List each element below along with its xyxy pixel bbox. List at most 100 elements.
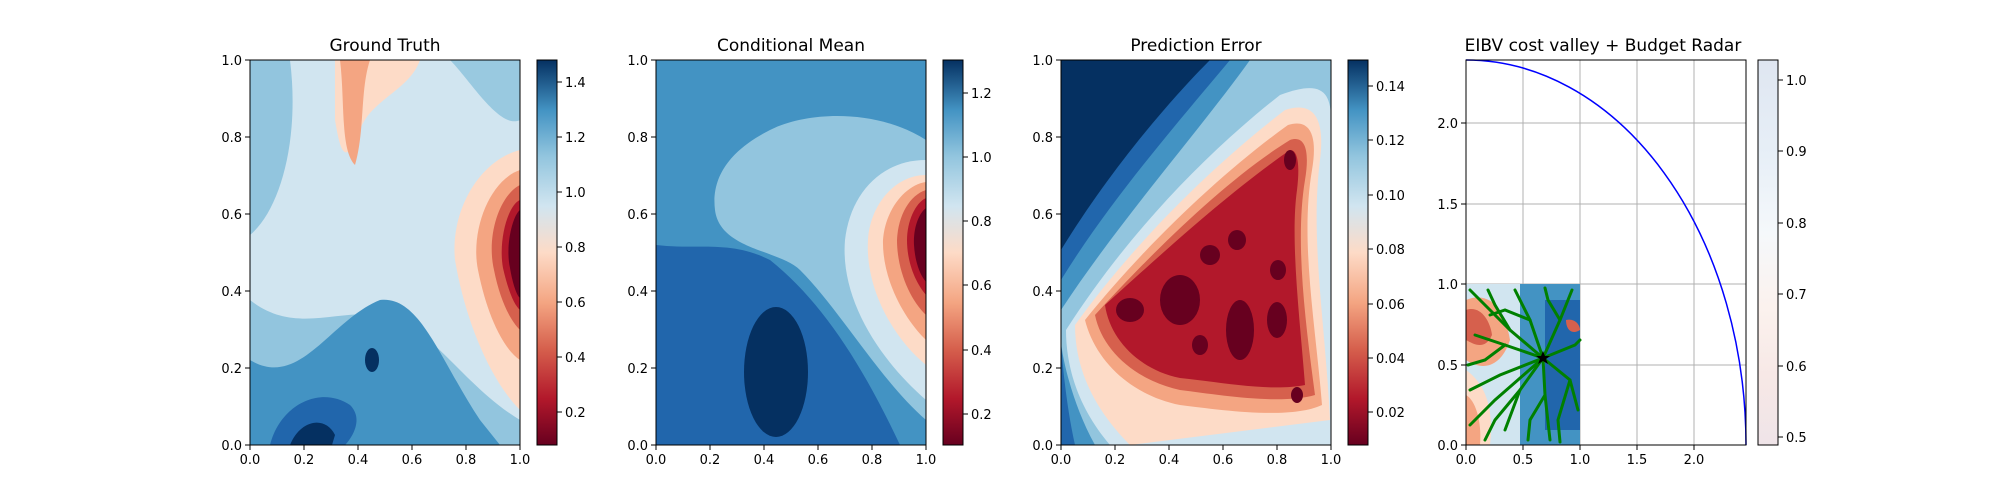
colorbar-tick-label: 1.2: [971, 87, 992, 102]
colorbar-tick-label: 1.4: [565, 76, 586, 91]
y-tick-label: 2.0: [1437, 117, 1458, 132]
x-tick-label: 1.0: [1321, 453, 1342, 468]
x-tick-label: 1.5: [1627, 453, 1648, 468]
plot-frame: [1060, 59, 1332, 446]
colorbar-tick-label: 0.14: [1376, 80, 1405, 95]
y-tick-label: 0.5: [1437, 359, 1458, 374]
y-axis: 0.0 0.2 0.4 0.6 0.8 1.0: [627, 54, 656, 454]
y-tick-label: 0.0: [221, 439, 242, 454]
x-axis: 0.0 0.2 0.4 0.6 0.8 1.0: [646, 445, 937, 468]
colorbar: 0.2 0.4 0.6 0.8 1.0 1.2: [942, 59, 992, 446]
x-tick-label: 0.2: [294, 453, 315, 468]
panel-title: EIBV cost valley + Budget Radar: [1465, 36, 1742, 56]
x-tick-label: 1.0: [510, 453, 531, 468]
colorbar-tick-label: 0.06: [1376, 298, 1405, 313]
y-tick-label: 0.6: [627, 208, 648, 223]
panel-ground-truth: Ground Truth 0.0 0.2 0.4 0.6 0.8 1.0: [221, 36, 585, 468]
y-tick-label: 0.6: [221, 208, 242, 223]
y-tick-label: 0.0: [1032, 439, 1053, 454]
colorbar-tick-label: 0.7: [1786, 288, 1807, 303]
panel-title: Conditional Mean: [717, 36, 865, 56]
colorbar-tick-label: 0.02: [1376, 406, 1405, 421]
x-tick-label: 0.0: [646, 453, 667, 468]
x-tick-label: 0.4: [754, 453, 775, 468]
x-axis: 0.0 0.5 1.0 1.5 2.0: [1456, 445, 1705, 468]
x-tick-label: 0.4: [1159, 453, 1180, 468]
colorbar-tick-label: 0.6: [971, 279, 992, 294]
x-axis: 0.0 0.2 0.4 0.6 0.8 1.0: [1051, 445, 1342, 468]
colorbar: 0.5 0.6 0.7 0.8 0.9 1.0: [1757, 59, 1807, 446]
colorbar-tick-label: 0.2: [971, 408, 992, 423]
y-tick-label: 0.8: [1032, 131, 1053, 146]
colorbar-tick-label: 0.8: [565, 241, 586, 256]
colorbar-tick-label: 0.08: [1376, 243, 1405, 258]
colorbar: 0.02 0.04 0.06 0.08 0.10 0.12 0.14: [1347, 59, 1405, 446]
heatmap-field: [656, 60, 926, 445]
colorbar-tick-label: 0.6: [565, 296, 586, 311]
colorbar-tick-label: 0.6: [1786, 360, 1807, 375]
budget-radar-arc: [1465, 59, 1747, 446]
y-axis: 0.0 0.5 1.0 1.5 2.0: [1437, 117, 1466, 454]
current-location-marker: [1536, 351, 1550, 364]
x-tick-label: 0.8: [456, 453, 477, 468]
x-tick-label: 0.0: [1456, 453, 1477, 468]
plot-frame: [1465, 59, 1747, 446]
panel-title: Prediction Error: [1130, 36, 1261, 56]
y-tick-label: 1.0: [1032, 54, 1053, 69]
colorbar-tick-label: 0.9: [1786, 145, 1807, 160]
colorbar-tick-label: 0.4: [565, 351, 586, 366]
y-tick-label: 0.6: [1032, 208, 1053, 223]
x-tick-label: 1.0: [1570, 453, 1591, 468]
y-tick-label: 0.4: [627, 285, 648, 300]
y-axis: 0.0 0.2 0.4 0.6 0.8 1.0: [221, 54, 250, 454]
y-tick-label: 0.2: [627, 362, 648, 377]
rrt-path-tree: [1466, 286, 1582, 444]
x-tick-label: 0.8: [862, 453, 883, 468]
x-tick-label: 1.0: [916, 453, 937, 468]
colorbar-tick-label: 1.0: [565, 186, 586, 201]
x-tick-label: 0.2: [1105, 453, 1126, 468]
panel-conditional-mean: Conditional Mean 0.0 0.2 0.4 0.6 0.8 1.0…: [627, 36, 991, 468]
y-tick-label: 1.0: [221, 54, 242, 69]
panel-prediction-error: Prediction Error 0.0 0.2 0.4: [1032, 36, 1405, 468]
panel-title: Ground Truth: [329, 36, 440, 56]
panel-eibv-cost-valley: EIBV cost valley + Budget Radar: [1437, 36, 1806, 468]
x-tick-label: 0.4: [348, 453, 369, 468]
x-tick-label: 0.6: [1213, 453, 1234, 468]
colorbar-tick-label: 0.4: [971, 344, 992, 359]
colorbar-tick-label: 0.8: [1786, 217, 1807, 232]
y-tick-label: 1.5: [1437, 198, 1458, 213]
x-axis: 0.0 0.2 0.4 0.6 0.8 1.0: [240, 445, 531, 468]
y-tick-label: 0.8: [221, 131, 242, 146]
y-tick-label: 0.0: [1437, 439, 1458, 454]
colorbar-tick-label: 0.8: [971, 215, 992, 230]
x-tick-label: 0.2: [700, 453, 721, 468]
y-tick-label: 1.0: [627, 54, 648, 69]
x-tick-label: 0.0: [240, 453, 261, 468]
colorbar-tick-label: 0.12: [1376, 134, 1405, 149]
y-tick-label: 0.4: [1032, 285, 1053, 300]
plot-frame: [249, 59, 521, 446]
heatmap-field: [250, 60, 520, 445]
colorbar-tick-label: 1.0: [1786, 74, 1807, 89]
x-tick-label: 0.0: [1051, 453, 1072, 468]
y-tick-label: 0.2: [1032, 362, 1053, 377]
y-tick-label: 0.2: [221, 362, 242, 377]
y-tick-label: 1.0: [1437, 278, 1458, 293]
y-tick-label: 0.0: [627, 439, 648, 454]
x-tick-label: 2.0: [1684, 453, 1705, 468]
colorbar-tick-label: 0.2: [565, 406, 586, 421]
colorbar-tick-label: 1.0: [971, 151, 992, 166]
colorbar-tick-label: 1.2: [565, 131, 586, 146]
colorbar-tick-label: 0.04: [1376, 352, 1405, 367]
x-tick-label: 0.6: [402, 453, 423, 468]
y-axis: 0.0 0.2 0.4 0.6 0.8 1.0: [1032, 54, 1061, 454]
y-tick-label: 0.4: [221, 285, 242, 300]
plot-frame: [655, 59, 927, 446]
y-tick-label: 0.8: [627, 131, 648, 146]
x-tick-label: 0.8: [1267, 453, 1288, 468]
x-tick-label: 0.6: [808, 453, 829, 468]
x-tick-label: 0.5: [1513, 453, 1534, 468]
colorbar: 0.2 0.4 0.6 0.8 1.0 1.2 1.4: [536, 59, 586, 446]
colorbar-tick-label: 0.10: [1376, 189, 1405, 204]
